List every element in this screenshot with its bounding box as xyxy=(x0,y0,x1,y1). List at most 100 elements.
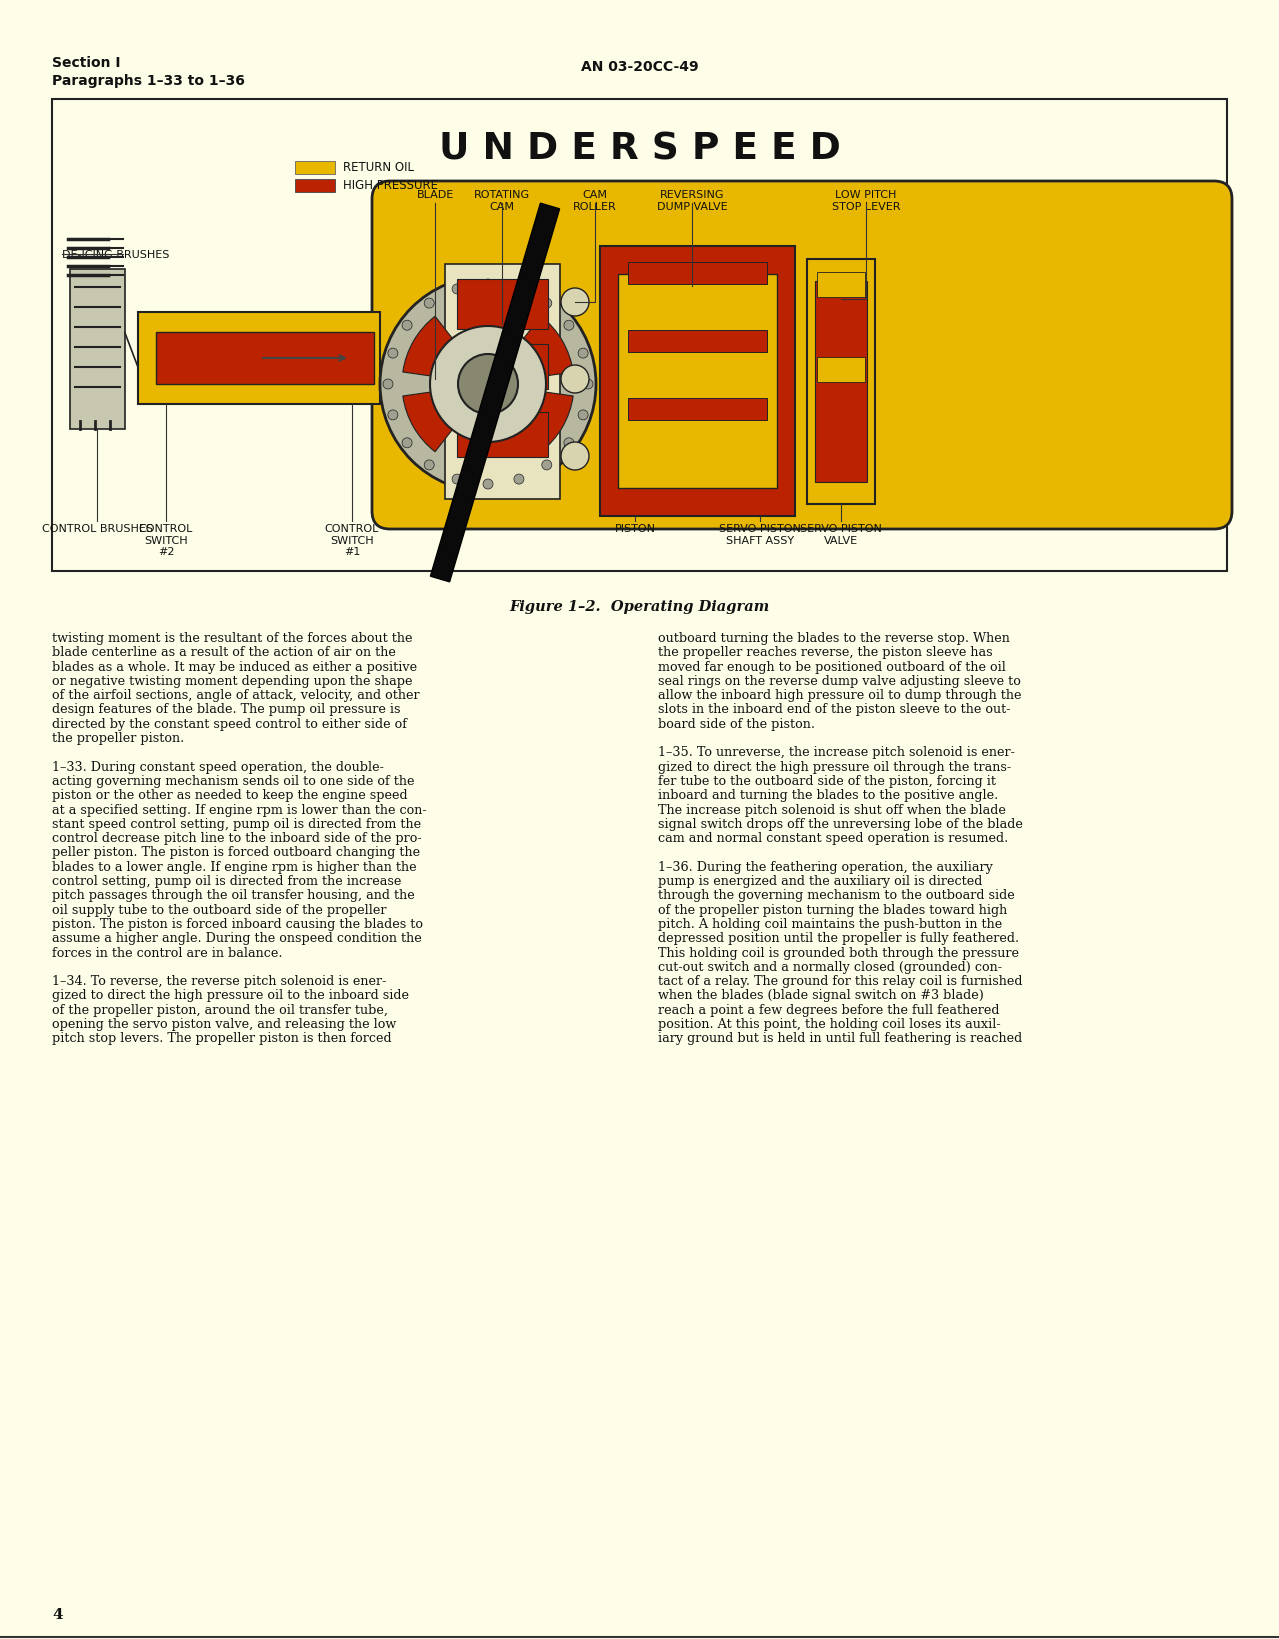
Text: reach a point a few degrees before the full feathered: reach a point a few degrees before the f… xyxy=(657,1003,999,1016)
Circle shape xyxy=(388,349,398,359)
Circle shape xyxy=(561,443,590,470)
Bar xyxy=(817,272,865,298)
Text: CONTROL
SWITCH
#1: CONTROL SWITCH #1 xyxy=(325,524,379,557)
Text: board side of the piston.: board side of the piston. xyxy=(657,718,815,731)
Text: stant speed control setting, pump oil is directed from the: stant speed control setting, pump oil is… xyxy=(52,818,421,831)
Text: The increase pitch solenoid is shut off when the blade: The increase pitch solenoid is shut off … xyxy=(657,803,1005,816)
Text: forces in the control are in balance.: forces in the control are in balance. xyxy=(52,946,283,959)
Text: blade centerline as a result of the action of air on the: blade centerline as a result of the acti… xyxy=(52,646,396,659)
Circle shape xyxy=(514,475,524,485)
Wedge shape xyxy=(403,316,489,385)
Text: pitch passages through the oil transfer housing, and the: pitch passages through the oil transfer … xyxy=(52,888,414,901)
Bar xyxy=(445,266,560,500)
Text: outboard turning the blades to the reverse stop. When: outboard turning the blades to the rever… xyxy=(657,631,1010,644)
Text: slots in the inboard end of the piston sleeve to the out-: slots in the inboard end of the piston s… xyxy=(657,703,1010,716)
Bar xyxy=(600,247,796,516)
Text: blades to a lower angle. If engine rpm is higher than the: blades to a lower angle. If engine rpm i… xyxy=(52,860,417,874)
Circle shape xyxy=(382,380,393,390)
Text: HIGH PRESSURE: HIGH PRESSURE xyxy=(343,179,437,192)
Text: AN 03-20CC-49: AN 03-20CC-49 xyxy=(581,61,698,74)
Bar xyxy=(156,333,373,385)
Text: gized to direct the high pressure oil to the inboard side: gized to direct the high pressure oil to… xyxy=(52,988,409,1001)
Text: iary ground but is held in until full feathering is reached: iary ground but is held in until full fe… xyxy=(657,1033,1022,1044)
Text: LOW PITCH
STOP LEVER: LOW PITCH STOP LEVER xyxy=(831,190,900,211)
Text: control setting, pump oil is directed from the increase: control setting, pump oil is directed fr… xyxy=(52,875,402,888)
Text: directed by the constant speed control to either side of: directed by the constant speed control t… xyxy=(52,718,407,731)
Bar xyxy=(295,180,335,193)
Text: 1–35. To unreverse, the increase pitch solenoid is ener-: 1–35. To unreverse, the increase pitch s… xyxy=(657,746,1014,759)
Text: opening the servo piston valve, and releasing the low: opening the servo piston valve, and rele… xyxy=(52,1018,396,1031)
Bar xyxy=(138,313,380,405)
Circle shape xyxy=(430,326,546,443)
Text: through the governing mechanism to the outboard side: through the governing mechanism to the o… xyxy=(657,888,1014,901)
Circle shape xyxy=(564,321,574,331)
Text: twisting moment is the resultant of the forces about the: twisting moment is the resultant of the … xyxy=(52,631,413,644)
Text: 1–33. During constant speed operation, the double-: 1–33. During constant speed operation, t… xyxy=(52,760,384,774)
Circle shape xyxy=(483,480,492,490)
Text: depressed position until the propeller is fully feathered.: depressed position until the propeller i… xyxy=(657,931,1019,944)
Text: RETURN OIL: RETURN OIL xyxy=(343,161,414,174)
Text: Paragraphs 1–33 to 1–36: Paragraphs 1–33 to 1–36 xyxy=(52,74,244,89)
Text: seal rings on the reverse dump valve adjusting sleeve to: seal rings on the reverse dump valve adj… xyxy=(657,675,1021,687)
Text: when the blades (blade signal switch on #3 blade): when the blades (blade signal switch on … xyxy=(657,988,984,1001)
Bar xyxy=(457,280,547,329)
Wedge shape xyxy=(489,385,573,452)
Text: moved far enough to be positioned outboard of the oil: moved far enough to be positioned outboa… xyxy=(657,661,1005,674)
Circle shape xyxy=(483,280,492,290)
Circle shape xyxy=(451,285,462,295)
Bar xyxy=(618,275,778,488)
Text: oil supply tube to the outboard side of the propeller: oil supply tube to the outboard side of … xyxy=(52,903,386,916)
Circle shape xyxy=(425,298,435,308)
Text: 1–34. To reverse, the reverse pitch solenoid is ener-: 1–34. To reverse, the reverse pitch sole… xyxy=(52,975,386,988)
Circle shape xyxy=(542,298,551,308)
Circle shape xyxy=(578,349,588,359)
Text: design features of the blade. The pump oil pressure is: design features of the blade. The pump o… xyxy=(52,703,400,716)
Text: CONTROL BRUSHES: CONTROL BRUSHES xyxy=(41,524,152,534)
Bar xyxy=(457,413,547,457)
Text: This holding coil is grounded both through the pressure: This holding coil is grounded both throu… xyxy=(657,946,1019,959)
Circle shape xyxy=(514,285,524,295)
Text: 1–36. During the feathering operation, the auxiliary: 1–36. During the feathering operation, t… xyxy=(657,860,993,874)
Text: pitch stop levers. The propeller piston is then forced: pitch stop levers. The propeller piston … xyxy=(52,1033,391,1044)
Text: assume a higher angle. During the onspeed condition the: assume a higher angle. During the onspee… xyxy=(52,931,422,944)
Text: PISTON: PISTON xyxy=(614,524,656,534)
Circle shape xyxy=(458,354,518,415)
Text: signal switch drops off the unreversing lobe of the blade: signal switch drops off the unreversing … xyxy=(657,818,1023,831)
Text: BLADE: BLADE xyxy=(417,190,454,200)
Circle shape xyxy=(402,439,412,449)
Circle shape xyxy=(561,365,590,393)
Text: inboard and turning the blades to the positive angle.: inboard and turning the blades to the po… xyxy=(657,788,998,801)
Bar xyxy=(295,162,335,175)
Circle shape xyxy=(402,321,412,331)
Text: of the propeller piston turning the blades toward high: of the propeller piston turning the blad… xyxy=(657,903,1008,916)
Text: allow the inboard high pressure oil to dump through the: allow the inboard high pressure oil to d… xyxy=(657,688,1022,701)
Text: REVERSING
DUMP VALVE: REVERSING DUMP VALVE xyxy=(656,190,728,211)
Text: tact of a relay. The ground for this relay coil is furnished: tact of a relay. The ground for this rel… xyxy=(657,975,1022,988)
Text: cut-out switch and a normally closed (grounded) con-: cut-out switch and a normally closed (gr… xyxy=(657,960,1001,974)
Text: position. At this point, the holding coil loses its auxil-: position. At this point, the holding coi… xyxy=(657,1018,1000,1031)
Circle shape xyxy=(578,411,588,421)
Bar xyxy=(628,331,767,352)
Text: pitch. A holding coil maintains the push-button in the: pitch. A holding coil maintains the push… xyxy=(657,918,1003,931)
Circle shape xyxy=(561,288,590,316)
Bar xyxy=(815,282,867,484)
Text: CAM
ROLLER: CAM ROLLER xyxy=(573,190,616,211)
Bar xyxy=(628,262,767,285)
Text: of the airfoil sections, angle of attack, velocity, and other: of the airfoil sections, angle of attack… xyxy=(52,688,420,701)
Circle shape xyxy=(583,380,593,390)
Text: piston or the other as needed to keep the engine speed: piston or the other as needed to keep th… xyxy=(52,788,408,801)
Circle shape xyxy=(425,461,435,470)
Bar xyxy=(52,100,1227,572)
Circle shape xyxy=(564,439,574,449)
Text: ROTATING
CAM: ROTATING CAM xyxy=(475,190,530,211)
Text: peller piston. The piston is forced outboard changing the: peller piston. The piston is forced outb… xyxy=(52,846,420,859)
Text: gized to direct the high pressure oil through the trans-: gized to direct the high pressure oil th… xyxy=(657,760,1012,774)
Text: control decrease pitch line to the inboard side of the pro-: control decrease pitch line to the inboa… xyxy=(52,831,422,844)
Text: piston. The piston is forced inboard causing the blades to: piston. The piston is forced inboard cau… xyxy=(52,918,423,931)
Circle shape xyxy=(542,461,551,470)
Text: SERVO PISTON
SHAFT ASSY: SERVO PISTON SHAFT ASSY xyxy=(719,524,801,546)
Text: the propeller piston.: the propeller piston. xyxy=(52,731,184,744)
Polygon shape xyxy=(431,203,560,582)
Circle shape xyxy=(380,277,596,493)
Circle shape xyxy=(388,411,398,421)
